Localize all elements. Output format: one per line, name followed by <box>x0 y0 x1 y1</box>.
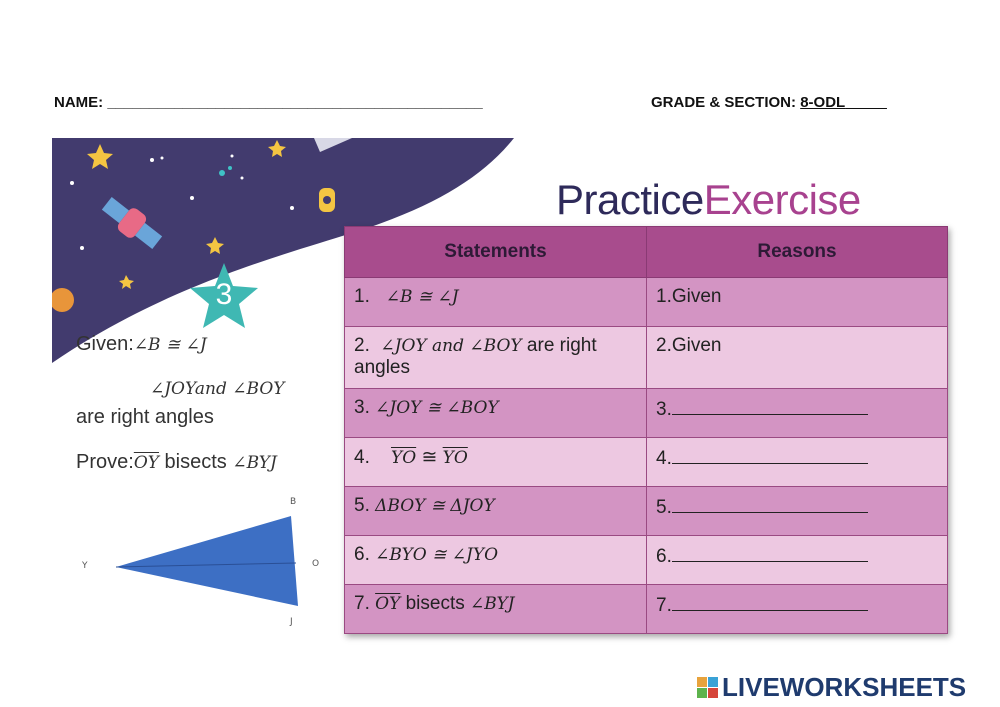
reason-answer-blank[interactable] <box>671 593 868 611</box>
practice-exercise-title: PracticeExercise <box>556 176 861 224</box>
segment-a: YO <box>390 448 417 468</box>
given-angle-pair: ∠JOYand ∠BOY <box>150 379 285 399</box>
statement-cell: 7. OY bisects ∠BYJ <box>344 584 647 634</box>
reason-cell: 4. <box>646 437 948 487</box>
vertex-label-b: B <box>290 497 296 507</box>
prove-bisects: bisects <box>164 451 227 473</box>
problem-number: 3 <box>215 278 233 311</box>
grade-section-field: GRADE & SECTION: 8-ODL_____ <box>651 94 887 111</box>
name-label: NAME: <box>54 94 104 111</box>
statement-angle: ∠BYJ <box>470 594 515 614</box>
statement-expr: ΔBOY ≅ ΔJOY <box>375 496 495 516</box>
reason-answer-blank[interactable] <box>671 446 868 464</box>
reason-answer-blank[interactable] <box>671 397 868 415</box>
given-angles-congruent: ∠B ≅ ∠J <box>133 335 207 355</box>
title-word-practice: Practice <box>556 176 704 223</box>
given-right-angles-expr: ∠JOYand ∠BOY <box>150 377 284 400</box>
statement-expr: ∠JOY and ∠BOY <box>380 336 522 356</box>
logo-square-icon <box>708 687 718 698</box>
reasons-header: Reasons <box>646 226 948 278</box>
triangle-diagram: B Y O J <box>81 497 319 627</box>
vertex-label-j: J <box>289 617 293 627</box>
statement-cell: 3. ∠JOY ≅ ∠BOY <box>344 388 647 438</box>
logo-square-icon <box>708 676 718 687</box>
proof-row: 1. ∠B ≅ ∠J 1.Given <box>344 277 948 327</box>
reason-cell: 2.Given <box>646 326 948 389</box>
row-number: 3. <box>354 397 370 418</box>
given-statement: Given:∠B ≅ ∠J <box>76 333 207 356</box>
statement-expr: ∠BYO ≅ ∠JYO <box>375 545 499 565</box>
reason-answer-blank[interactable] <box>671 544 868 562</box>
reason-number: 7. <box>656 595 672 616</box>
row-number: 4. <box>354 447 370 468</box>
logo-square-icon <box>697 676 707 687</box>
proof-row: 5. ΔBOY ≅ ΔJOY 5. <box>344 486 948 536</box>
grade-blank[interactable]: _____ <box>845 94 887 111</box>
reason-number: 6. <box>656 546 672 567</box>
statement-text: bisects <box>405 593 465 614</box>
proof-table-header: Statements Reasons <box>344 226 948 278</box>
prove-segment: OY <box>133 453 159 473</box>
proof-row: 2. ∠JOY and ∠BOY are right angles 2.Give… <box>344 326 948 389</box>
reason-number: 3. <box>656 399 672 420</box>
row-number: 2. <box>354 335 370 356</box>
liveworksheets-logo[interactable]: LIVEWORKSHEETS <box>697 671 967 702</box>
logo-text: LIVEWORKSHEETS <box>722 671 967 702</box>
row-number: 5. <box>354 495 370 516</box>
name-field[interactable]: NAME: __________________________________… <box>54 94 483 111</box>
statement-cell: 1. ∠B ≅ ∠J <box>344 277 647 327</box>
proof-row: 3. ∠JOY ≅ ∠BOY 3. <box>344 388 948 438</box>
prove-statement: Prove:OY bisects ∠BYJ <box>76 451 277 474</box>
proof-table: Statements Reasons 1. ∠B ≅ ∠J 1.Given 2.… <box>344 226 948 634</box>
segment-a: OY <box>375 594 401 614</box>
statement-expr: ∠B ≅ ∠J <box>385 287 459 307</box>
prove-angle: ∠BYJ <box>232 453 277 473</box>
segment-b: YO <box>442 448 468 468</box>
prove-label: Prove: <box>76 451 134 473</box>
statement-expr: ∠JOY ≅ ∠BOY <box>375 398 499 418</box>
row-number: 6. <box>354 544 370 565</box>
reason-cell: 3. <box>646 388 948 438</box>
name-blank[interactable]: ________________________________________… <box>107 94 483 111</box>
vertex-label-o: O <box>312 559 319 569</box>
reason-answer-blank[interactable] <box>671 495 868 513</box>
statement-cell: 4. YO ≅ YO <box>344 437 647 487</box>
grade-value: 8-ODL <box>800 94 846 111</box>
reason-cell: 5. <box>646 486 948 536</box>
given-label: Given: <box>76 333 134 355</box>
reason-cell: 6. <box>646 535 948 585</box>
space-banner-illustration <box>52 138 514 363</box>
reason-cell: 7. <box>646 584 948 634</box>
statement-cell: 2. ∠JOY and ∠BOY are right angles <box>344 326 647 389</box>
statement-text: are right angles <box>354 335 597 378</box>
given-right-angles-text: are right angles <box>76 406 214 428</box>
vertex-label-y: Y <box>81 561 88 571</box>
statement-cell: 6. ∠BYO ≅ ∠JYO <box>344 535 647 585</box>
row-number: 1. <box>354 286 370 307</box>
proof-row: 7. OY bisects ∠BYJ 7. <box>344 584 948 634</box>
congruent-symbol: ≅ <box>421 447 438 468</box>
reason-cell: 1.Given <box>646 277 948 327</box>
reason-number: 5. <box>656 497 672 518</box>
statement-cell: 5. ΔBOY ≅ ΔJOY <box>344 486 647 536</box>
row-number: 7. <box>354 593 370 614</box>
proof-row: 6. ∠BYO ≅ ∠JYO 6. <box>344 535 948 585</box>
logo-square-icon <box>697 687 707 698</box>
reason-number: 4. <box>656 448 672 469</box>
liveworksheets-mark-icon <box>697 676 718 698</box>
star-badge-icon <box>190 263 258 328</box>
proof-row: 4. YO ≅ YO 4. <box>344 437 948 487</box>
grade-label: GRADE & SECTION: <box>651 94 797 111</box>
statements-header: Statements <box>344 226 647 278</box>
title-word-exercise: Exercise <box>703 176 862 223</box>
